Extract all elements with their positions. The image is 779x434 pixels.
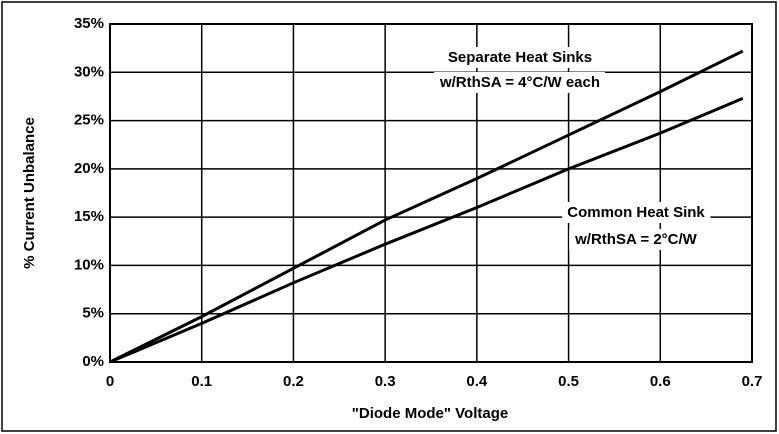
annotation: w/RthSA = 2°C/W — [574, 231, 698, 248]
x-tick-label: 0.6 — [650, 373, 671, 390]
series-line — [109, 49, 744, 364]
x-tick-label: 0.1 — [191, 373, 212, 390]
y-tick-label: 0% — [82, 353, 104, 370]
y-tick-label: 15% — [74, 208, 104, 225]
plot-border — [109, 23, 753, 363]
y-tick-label: 20% — [74, 160, 104, 177]
y-tick-label: 5% — [82, 305, 104, 322]
x-tick-label: 0.3 — [375, 373, 396, 390]
y-tick-label: 35% — [74, 15, 104, 32]
y-axis-label: % Current Unbalance — [21, 117, 38, 269]
annotation-background — [562, 201, 711, 223]
annotation: Common Heat Sink — [567, 204, 705, 221]
x-tick-label: 0.5 — [558, 373, 579, 390]
y-tick-label: 30% — [74, 63, 104, 80]
annotation-background — [433, 71, 606, 93]
annotation-background — [442, 46, 598, 68]
x-axis-label: "Diode Mode" Voltage — [352, 405, 508, 422]
annotation: Separate Heat Sinks — [448, 49, 592, 66]
annotation: w/RthSA = 4°C/W each — [439, 74, 600, 91]
x-tick-label: 0 — [106, 373, 114, 390]
x-tick-label: 0.4 — [466, 373, 488, 390]
series-line — [109, 96, 744, 364]
y-tick-label: 10% — [74, 256, 104, 273]
x-tick-label: 0.7 — [742, 373, 763, 390]
x-tick-label: 0.2 — [283, 373, 304, 390]
y-tick-label: 25% — [74, 112, 104, 129]
annotation-background — [569, 228, 703, 250]
